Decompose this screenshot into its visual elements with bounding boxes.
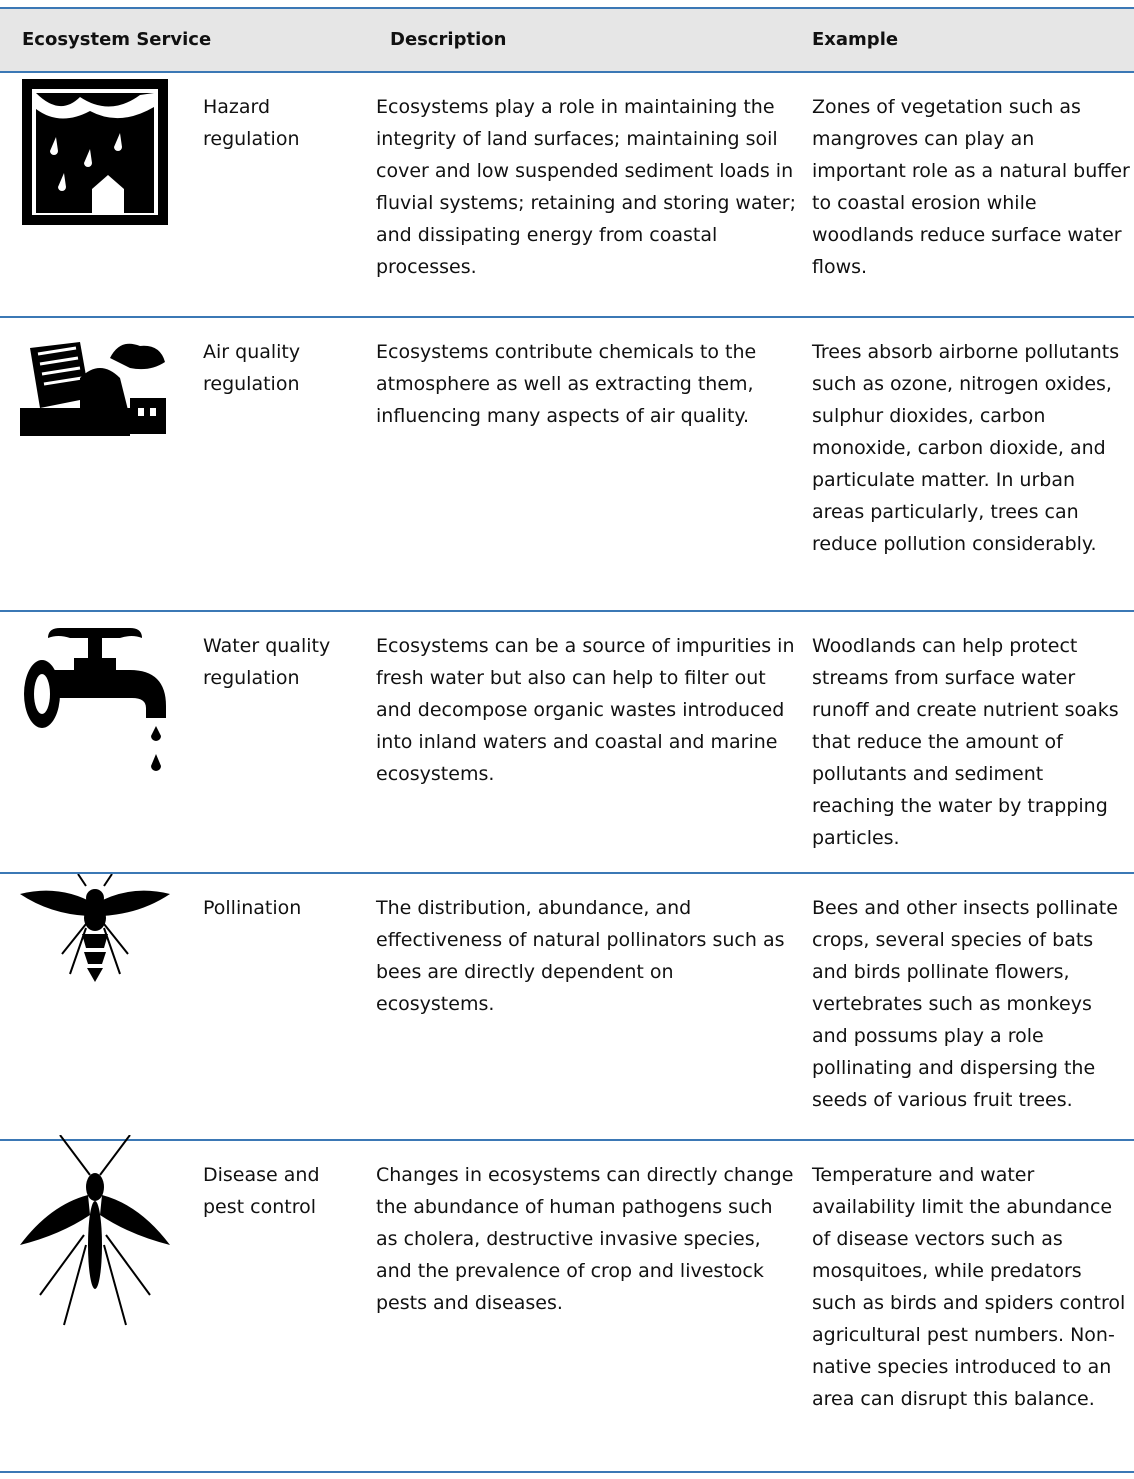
- header-cell: Ecosystem Service: [22, 29, 212, 50]
- example: Woodlands can help protect streams from …: [812, 635, 1119, 849]
- service-name: Hazard regulation: [203, 96, 300, 150]
- description: The distribution, abundance, and effecti…: [376, 897, 785, 1015]
- description: Ecosystems can be a source of impurities…: [376, 635, 795, 785]
- mosquito-icon: [20, 1135, 170, 1326]
- bee-icon: [20, 874, 170, 982]
- example: Trees absorb airborne pollutants such as…: [812, 341, 1120, 555]
- hazard-icon: [22, 79, 168, 225]
- table-row: Hazard regulation Ecosystems play a role…: [0, 71, 1134, 318]
- description: Ecosystems play a role in maintaining th…: [376, 96, 796, 278]
- header-cell: Description: [390, 29, 507, 50]
- rule: [0, 1471, 1134, 1473]
- description: Ecosystems contribute chemicals to the a…: [376, 341, 757, 427]
- tap-icon: [24, 628, 166, 771]
- header-cell: Example: [812, 29, 899, 50]
- air-icon: [20, 342, 166, 436]
- table-row: Disease and pest control Changes in ecos…: [0, 1135, 1134, 1471]
- service-name: Water quality regulation: [203, 635, 331, 689]
- example: Temperature and water availability limit…: [812, 1164, 1126, 1410]
- rule: [0, 7, 1134, 9]
- table-row: Water quality regulation Ecosystems can …: [0, 610, 1134, 874]
- service-name: Air quality regulation: [203, 341, 301, 395]
- example: Bees and other insects pollinate crops, …: [812, 897, 1118, 1111]
- description: Changes in ecosystems can directly chang…: [376, 1164, 794, 1314]
- service-name: Disease and pest control: [203, 1164, 320, 1218]
- table-row: Pollination The distribution, abundance,…: [0, 872, 1134, 1141]
- table-header: Ecosystem Service Description Example: [0, 9, 1134, 72]
- example: Zones of vegetation such as mangroves ca…: [812, 96, 1130, 278]
- table-row: Air quality regulation Ecosystems contri…: [0, 316, 1134, 612]
- service-name: Pollination: [203, 897, 302, 919]
